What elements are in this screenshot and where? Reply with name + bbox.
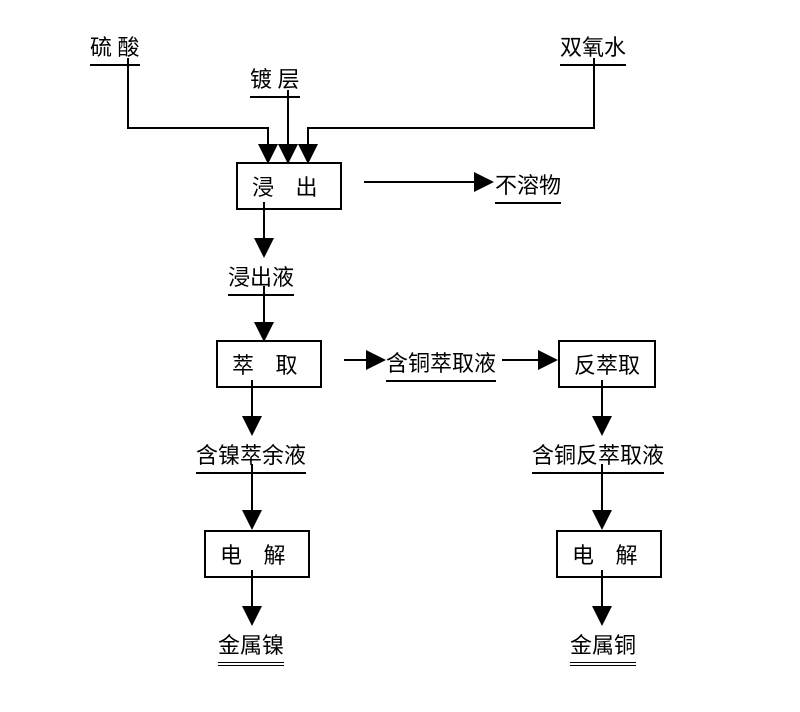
node-leachate: 浸出液 <box>228 260 294 296</box>
label-sulfuric-acid: 硫 酸 <box>90 30 140 66</box>
label-electrolysis-cu: 电 解 <box>556 530 662 578</box>
node-hydrogen-peroxide: 双氧水 <box>560 30 626 66</box>
label-stripping: 反萃取 <box>558 340 656 388</box>
label-cu-extract: 含铜萃取液 <box>386 346 496 382</box>
node-extraction: 萃 取 <box>216 340 322 388</box>
node-sulfuric-acid: 硫 酸 <box>90 30 140 66</box>
node-cu-strip: 含铜反萃取液 <box>532 438 664 474</box>
label-cu-strip: 含铜反萃取液 <box>532 438 664 474</box>
node-electrolysis-ni: 电 解 <box>204 530 310 578</box>
label-ni-metal: 金属镍 <box>218 628 284 666</box>
label-cu-metal: 金属铜 <box>570 628 636 666</box>
label-plating: 镀 层 <box>250 62 300 98</box>
node-plating: 镀 层 <box>250 62 300 98</box>
node-insoluble: 不溶物 <box>495 168 561 204</box>
label-leachate: 浸出液 <box>228 260 294 296</box>
label-insoluble: 不溶物 <box>495 168 561 204</box>
node-cu-metal: 金属铜 <box>570 628 636 666</box>
node-electrolysis-cu: 电 解 <box>556 530 662 578</box>
node-ni-raffinate: 含镍萃余液 <box>196 438 306 474</box>
label-electrolysis-ni: 电 解 <box>204 530 310 578</box>
node-ni-metal: 金属镍 <box>218 628 284 666</box>
label-leaching: 浸 出 <box>236 162 342 210</box>
flowchart-container: 硫 酸 镀 层 双氧水 浸 出 不溶物 浸出液 萃 取 含铜萃取液 反萃取 含镍… <box>0 0 800 712</box>
node-leaching: 浸 出 <box>236 162 342 210</box>
edge-hydrogen_peroxide <box>308 58 594 160</box>
label-ni-raffinate: 含镍萃余液 <box>196 438 306 474</box>
label-extraction: 萃 取 <box>216 340 322 388</box>
label-hydrogen-peroxide: 双氧水 <box>560 30 626 66</box>
node-stripping: 反萃取 <box>558 340 656 388</box>
edge-sulfuric_acid <box>128 58 268 160</box>
node-cu-extract: 含铜萃取液 <box>386 346 496 382</box>
